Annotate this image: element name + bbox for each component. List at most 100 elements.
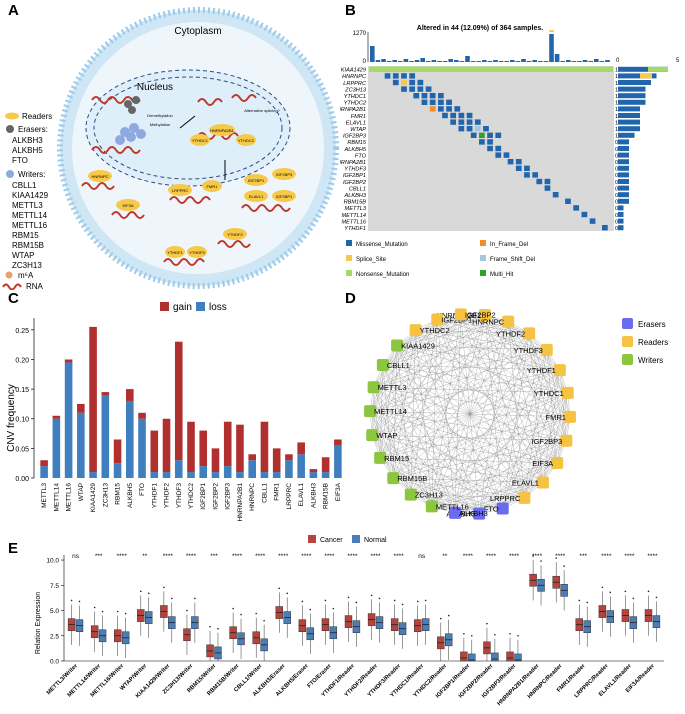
network-node: [404, 488, 417, 501]
significance-label: ns: [72, 553, 80, 560]
box-outlier: [217, 627, 219, 630]
gene-freq-bar: [618, 205, 624, 211]
svg-text:IGF2BP3: IGF2BP3: [276, 172, 293, 177]
significance-label: ***: [95, 553, 103, 560]
network-edge: [460, 314, 525, 498]
legend-readers: Readers: [22, 112, 52, 121]
cnv-x-label: METTL3: [41, 483, 48, 508]
legend-loss: loss: [209, 302, 227, 313]
tmb-bar: [442, 61, 448, 62]
significance-label: ns: [418, 553, 426, 560]
box: [514, 653, 522, 662]
box-outlier: [124, 612, 127, 615]
network-edge: [393, 477, 503, 509]
mutation-cell: [369, 66, 613, 72]
network-edge: [524, 440, 567, 499]
legend-inframe-swatch: [480, 240, 486, 246]
network-node-label: YTHDF3: [514, 346, 543, 355]
network-edge: [437, 319, 456, 513]
cnv-x-label: HNRNPA2B1: [237, 483, 244, 522]
cnv-ylabel: CNV frequency: [6, 384, 17, 452]
network-edge: [372, 321, 509, 436]
cnv-x-label: METTL14: [53, 483, 60, 512]
gene-label: HNRNPA2B1: [340, 160, 366, 166]
network-edge: [415, 330, 432, 507]
box-outlier: [601, 586, 604, 589]
gene-label: YTHDC2: [344, 101, 367, 107]
tmb-bar: [487, 61, 493, 62]
network-node: [551, 457, 564, 470]
tmb-bar: [392, 60, 397, 62]
boxplot-xlabels: METTL3/WriterMETTL14/WriterMETTL16/Write…: [46, 663, 657, 708]
network-edge: [415, 329, 530, 334]
network-edge: [369, 345, 398, 412]
tmb-bar: [538, 61, 543, 62]
network-node-label: RBM15B: [397, 474, 427, 483]
svg-text:KIAA1429: KIAA1429: [12, 191, 49, 200]
network-edge: [437, 319, 571, 418]
network-edge: [382, 364, 394, 479]
gene-label: METTL16: [341, 219, 366, 225]
network-edge: [393, 345, 398, 479]
cnv-bar-gain: [89, 326, 97, 473]
network-edge: [546, 349, 558, 464]
network-edge: [393, 477, 456, 514]
box-outlier: [309, 608, 312, 611]
gene-freq-bar: [618, 119, 640, 125]
network-edge: [410, 319, 438, 495]
cnv-bar-gain: [113, 439, 122, 464]
mutation-cell: [429, 99, 436, 105]
network-node: [560, 434, 573, 447]
cnv-bar-gain: [187, 421, 195, 473]
mutation-cell: [466, 119, 473, 125]
network-node-label: IGF2BP3: [531, 437, 562, 446]
svg-text:RBM15B: RBM15B: [12, 241, 44, 250]
mutation-cell: [479, 132, 485, 138]
mutation-cell: [483, 126, 489, 132]
network-edge: [460, 314, 480, 514]
legend-missense-swatch: [346, 240, 352, 246]
panel-d-label: D: [345, 290, 356, 307]
network-edge: [372, 434, 503, 509]
network-node: [454, 308, 467, 321]
mutation-cell: [438, 93, 444, 99]
box-outlier: [509, 632, 511, 635]
expression-boxplot: Cancer Normal Relation Expression 0.0 2.5…: [35, 535, 664, 708]
mutation-cell: [536, 178, 543, 185]
network-edge: [410, 494, 503, 509]
network-node-label: YTHDF2: [496, 329, 525, 338]
significance-label: ****: [370, 553, 381, 560]
box-outlier: [655, 596, 658, 599]
network-edge: [372, 349, 547, 436]
box-outlier: [171, 597, 173, 600]
cnv-bar-gain: [297, 442, 305, 455]
oncoplot-legend: Missense_Mutation In_Frame_Del Splice_Si…: [346, 240, 535, 278]
network-edge: [370, 369, 560, 412]
mutation-cell: [474, 126, 481, 132]
gene-labels: KIAA1429HNRNPCLRPPRCZC3H13YTHDC1YTHDC2HN…: [340, 68, 367, 232]
gene-freq-bar: [618, 139, 629, 145]
tmb-bar: [403, 59, 409, 62]
network-edge: [437, 319, 525, 498]
network-edge: [382, 314, 486, 366]
mutation-grid: [368, 66, 614, 231]
gene-freq-bar: [618, 106, 640, 112]
network-edge: [559, 370, 567, 441]
network-node: [367, 381, 380, 394]
box-outlier: [494, 633, 496, 636]
network-edge: [373, 387, 503, 509]
network-edge: [372, 435, 411, 495]
panel-a-legend: Readers Erasers: ALKBH3 ALKBH5 FTO Write…: [2, 112, 52, 290]
cnv-bar-gain: [150, 430, 159, 473]
significance-label: ****: [486, 553, 497, 560]
tmb-bar: [476, 61, 481, 62]
tmb-bar: [459, 61, 465, 62]
mutation-cell: [581, 211, 588, 218]
mutation-cell: [479, 139, 485, 145]
gene-label: WTAP: [350, 127, 366, 133]
mutation-cell: [417, 86, 424, 92]
cnv-bar-loss: [64, 362, 73, 478]
network-edge: [372, 330, 416, 436]
cnv-x-label: FTO: [139, 483, 146, 496]
cnv-axes: 0.00 0.05 0.10 0.15 0.20 0.25: [15, 318, 35, 483]
